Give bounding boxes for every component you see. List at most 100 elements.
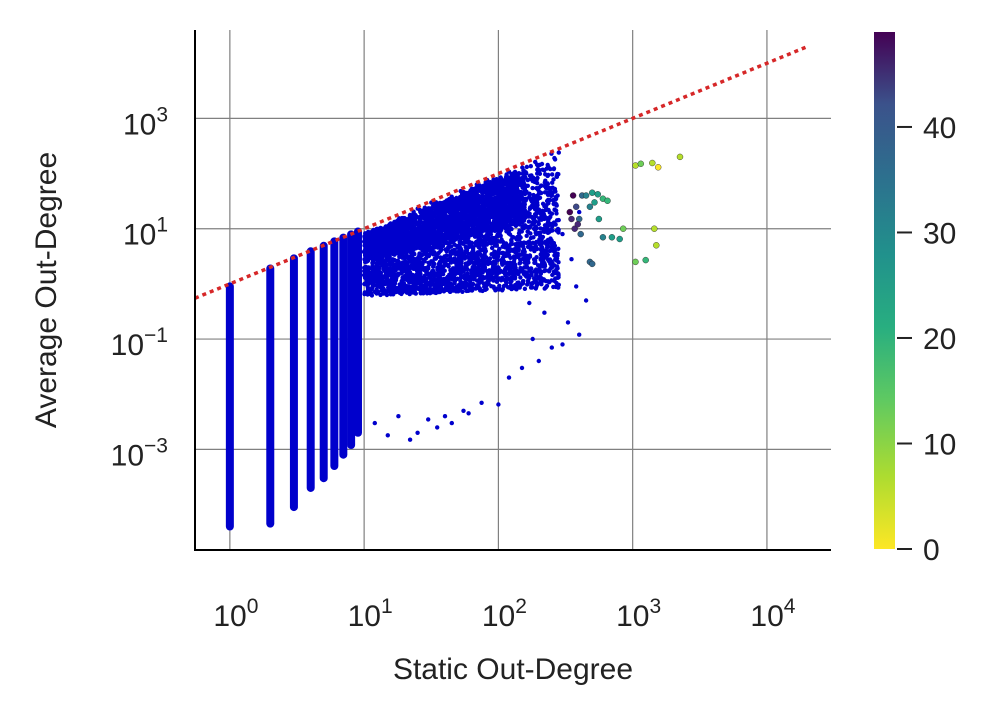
data-point — [464, 222, 470, 228]
data-point — [506, 204, 512, 209]
data-point — [494, 267, 499, 273]
data-point — [505, 250, 510, 255]
data-point — [479, 400, 484, 405]
data-point — [533, 230, 538, 235]
data-point — [462, 281, 468, 286]
data-point — [518, 197, 523, 203]
data-point — [529, 173, 534, 178]
data-point — [361, 249, 367, 255]
data-point — [480, 222, 485, 228]
data-point — [446, 278, 451, 284]
data-point — [488, 273, 494, 278]
colored-data-point — [594, 191, 601, 198]
data-point — [495, 221, 501, 227]
data-point — [543, 185, 549, 191]
data-point — [551, 243, 557, 248]
data-point — [431, 219, 436, 225]
data-point — [516, 205, 522, 210]
colored-data-point — [589, 189, 596, 196]
data-point — [468, 279, 473, 284]
data-point — [533, 286, 538, 291]
data-point — [455, 227, 461, 232]
data-point — [438, 255, 443, 260]
data-point — [414, 257, 419, 262]
data-point — [530, 336, 535, 342]
data-point — [539, 251, 544, 256]
data-point — [407, 280, 412, 285]
data-point — [451, 202, 456, 208]
data-point — [546, 165, 551, 170]
data-point — [530, 185, 535, 191]
data-point — [536, 221, 541, 227]
y-tick-labels: 10−3 10−1 101 103 — [111, 103, 168, 472]
data-point — [461, 408, 466, 413]
data-point — [509, 265, 514, 270]
data-point — [545, 192, 551, 197]
data-point — [452, 242, 457, 247]
data-point — [415, 280, 420, 286]
data-point — [484, 286, 489, 292]
data-point — [494, 243, 499, 248]
data-point — [511, 208, 516, 214]
data-point — [471, 248, 476, 253]
data-point — [418, 215, 423, 221]
data-point — [436, 213, 442, 219]
data-point — [538, 233, 543, 239]
data-point — [553, 257, 558, 262]
data-point — [522, 260, 527, 265]
data-point — [465, 271, 470, 276]
data-point — [540, 167, 545, 172]
colored-data-point — [576, 215, 583, 223]
data-point — [461, 228, 466, 234]
data-point — [527, 267, 532, 272]
data-point — [537, 241, 542, 247]
data-point — [399, 249, 405, 255]
data-point — [396, 225, 401, 231]
y-tick-label: 10−1 — [111, 324, 168, 362]
data-point — [554, 211, 559, 216]
data-point — [452, 224, 458, 230]
colored-data-point — [653, 242, 660, 249]
data-point — [554, 174, 559, 179]
data-point — [474, 208, 480, 214]
data-point — [420, 252, 425, 258]
data-point — [371, 283, 376, 288]
data-point — [552, 253, 557, 258]
data-point — [497, 270, 502, 275]
data-point — [379, 282, 385, 287]
data-point — [429, 270, 435, 275]
data-point — [527, 275, 532, 280]
data-point — [514, 200, 520, 206]
data-point — [538, 247, 543, 252]
x-tick-label: 101 — [348, 595, 393, 633]
data-point — [445, 283, 451, 288]
data-point — [458, 275, 464, 281]
data-point — [551, 246, 556, 252]
data-point — [506, 229, 511, 234]
data-point — [420, 243, 425, 248]
data-point — [542, 262, 547, 267]
colored-data-point — [595, 215, 603, 223]
data-point — [501, 207, 507, 213]
data-point — [385, 266, 390, 271]
data-point — [499, 237, 504, 242]
data-point — [536, 358, 541, 364]
data-point — [415, 265, 420, 270]
data-point — [478, 212, 484, 218]
data-point — [488, 239, 493, 244]
data-point — [542, 310, 547, 315]
data-point — [416, 238, 422, 244]
data-point — [498, 204, 503, 210]
data-point — [429, 215, 434, 221]
data-point — [428, 273, 433, 278]
data-point — [518, 235, 523, 240]
data-point — [467, 243, 472, 248]
data-point — [517, 228, 522, 233]
data-point — [492, 197, 498, 202]
colored-data-point — [632, 162, 639, 169]
data-point — [496, 189, 502, 194]
data-point — [468, 192, 473, 198]
data-point — [446, 245, 451, 251]
colorbar-tick-label: 40 — [923, 112, 956, 145]
data-point — [452, 256, 457, 261]
